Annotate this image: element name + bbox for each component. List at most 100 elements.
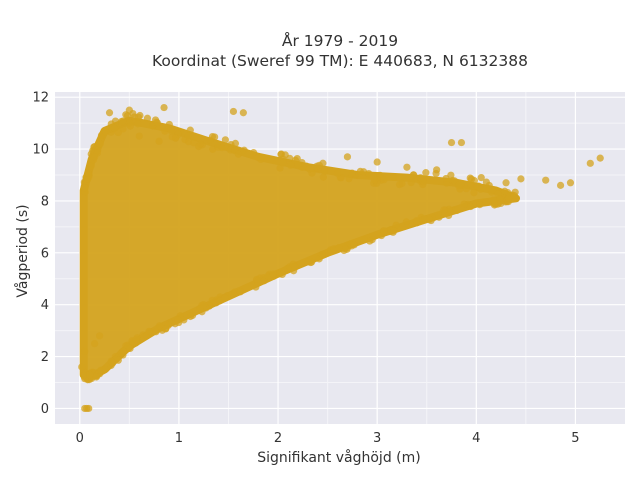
edge-point <box>253 275 261 284</box>
edge-point <box>186 126 194 134</box>
edge-point <box>231 288 239 296</box>
edge-point <box>236 288 245 296</box>
edge-point <box>114 356 122 364</box>
edge-point <box>165 120 173 129</box>
data-point <box>160 103 168 112</box>
data-point <box>135 132 143 140</box>
edge-point <box>108 359 117 367</box>
edge-point <box>392 221 400 229</box>
edge-point <box>435 213 443 221</box>
data-point <box>596 154 604 162</box>
edge-point <box>350 241 358 249</box>
data-point <box>78 363 86 371</box>
edge-point <box>216 297 224 305</box>
edge-point <box>477 185 485 193</box>
edge-point <box>221 294 229 302</box>
edge-point <box>87 162 95 170</box>
data-points <box>78 103 604 413</box>
x-tick-label: 3 <box>373 431 381 446</box>
edge-point <box>425 215 433 224</box>
edge-point <box>345 175 353 183</box>
edge-point <box>497 199 505 208</box>
edge-point <box>390 173 398 181</box>
edge-point <box>333 169 342 178</box>
edge-point <box>152 328 160 336</box>
edge-point <box>308 169 316 177</box>
data-point <box>105 109 114 117</box>
edge-point <box>278 270 286 279</box>
edge-point <box>395 180 404 189</box>
edge-point <box>348 169 356 177</box>
edge-point <box>412 217 420 225</box>
edge-point <box>402 218 410 226</box>
edge-point <box>132 335 140 344</box>
edge-point <box>211 133 219 141</box>
data-point <box>447 138 456 147</box>
edge-point <box>365 170 373 178</box>
edge-point <box>145 327 153 335</box>
edge-point <box>341 245 349 253</box>
edge-point <box>171 134 180 142</box>
edge-point <box>504 194 513 203</box>
edge-point <box>489 196 498 204</box>
data-point <box>85 404 93 413</box>
data-point <box>125 106 133 114</box>
data-point <box>110 124 119 132</box>
edge-point <box>199 300 208 309</box>
data-point <box>586 159 594 167</box>
edge-point <box>476 200 484 209</box>
edge-point <box>453 206 461 215</box>
x-tick-label: 0 <box>76 431 84 446</box>
edge-point <box>460 200 468 208</box>
edge-point <box>501 187 509 195</box>
edge-point <box>321 167 329 175</box>
point-cloud <box>79 109 520 384</box>
edge-point <box>277 150 285 158</box>
edge-point <box>155 322 164 330</box>
edge-point <box>482 178 490 186</box>
edge-point <box>161 127 169 135</box>
x-tick-label: 4 <box>472 431 480 446</box>
data-point <box>86 371 94 379</box>
edge-point <box>269 270 277 278</box>
edge-point <box>304 258 312 266</box>
data-point <box>517 175 525 183</box>
edge-point <box>143 114 152 122</box>
x-tick-label: 5 <box>571 431 579 446</box>
edge-point <box>510 192 519 200</box>
edge-point <box>482 198 490 206</box>
edge-point <box>257 155 265 164</box>
data-point <box>502 179 510 187</box>
data-point <box>457 138 466 147</box>
edge-point <box>95 140 104 148</box>
data-point <box>239 109 247 117</box>
edge-point <box>286 154 294 162</box>
data-point <box>155 137 163 145</box>
y-tick-label: 10 <box>32 143 49 158</box>
edge-point <box>318 250 326 259</box>
data-point <box>195 142 203 151</box>
y-tick-label: 8 <box>41 194 49 209</box>
data-point <box>556 181 565 189</box>
data-point <box>542 176 550 184</box>
edge-point <box>249 149 258 157</box>
chart-subtitle: Koordinat (Sweref 99 TM): E 440683, N 61… <box>152 52 528 70</box>
edge-point <box>445 211 453 220</box>
data-point <box>91 339 99 348</box>
edge-point <box>126 344 134 353</box>
edge-point <box>454 181 463 190</box>
edge-point <box>92 373 100 381</box>
edge-point <box>134 113 143 121</box>
y-tick-label: 4 <box>41 298 49 313</box>
edge-point <box>186 312 195 321</box>
data-point <box>91 153 99 161</box>
data-point <box>294 161 302 169</box>
data-point <box>373 158 381 166</box>
x-tick-label: 1 <box>175 431 183 446</box>
edge-point <box>180 316 188 324</box>
edge-point <box>390 227 398 235</box>
edge-point <box>291 263 299 271</box>
data-point <box>566 179 575 187</box>
y-tick-label: 0 <box>41 402 49 417</box>
